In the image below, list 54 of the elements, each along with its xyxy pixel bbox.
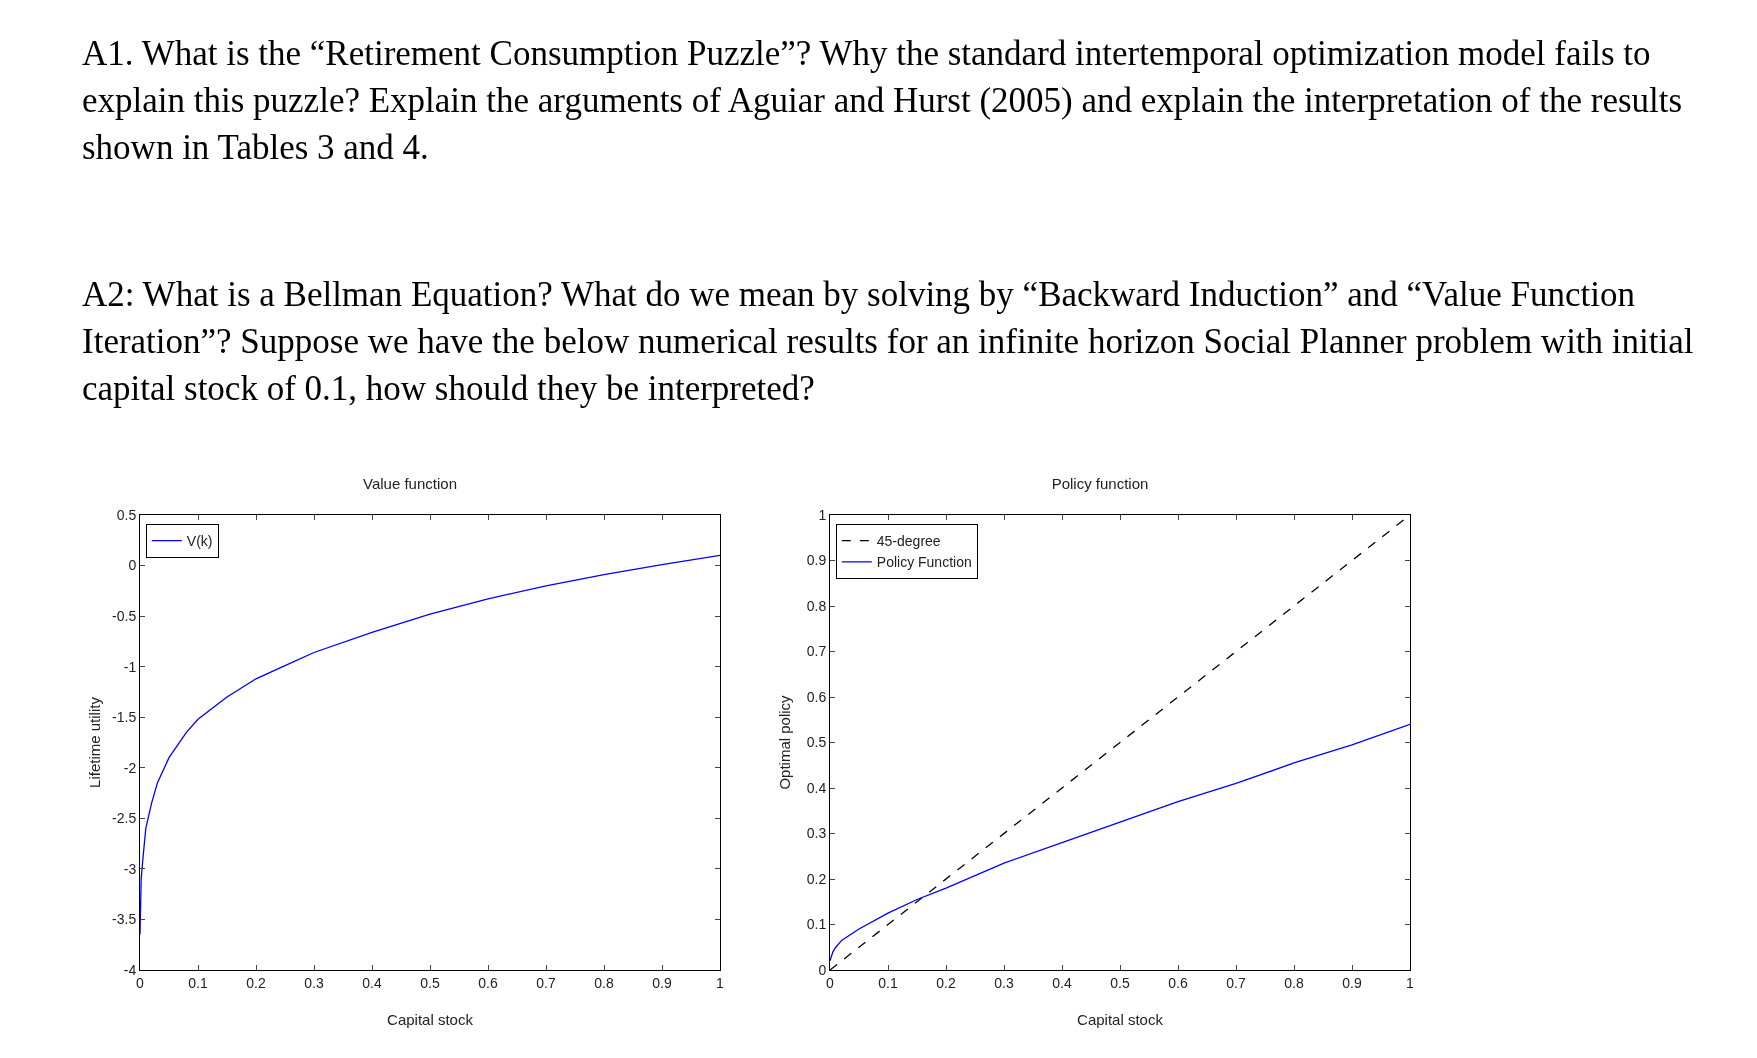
x-tick-label: 0.5 <box>420 974 440 991</box>
text: A2: What is a Bellman Equation? What do we mean by solving by “Backward Induction” and “Value Function Iteration”? Suppose we have the below numerical results for an infinite horizon Social Planner problem with initial capital stock of 0.1, how should they be interpreted? <box>82 274 1695 410</box>
y-tick-label: 0.5 <box>806 734 827 751</box>
x-tick-label: 0.6 <box>1168 974 1188 991</box>
x-axis-title: Capital stock <box>387 1011 474 1028</box>
y-axis-title: Lifetime utility <box>86 696 103 788</box>
x-tick-label: 0.7 <box>536 974 556 991</box>
y-tick-label: -2 <box>123 759 137 776</box>
line-series <box>140 554 720 936</box>
y-tick-label: 0.8 <box>806 597 827 614</box>
y-tick-label: 0.4 <box>806 779 827 796</box>
y-tick-label: -1.5 <box>112 709 137 726</box>
y-tick-label: 0.1 <box>806 916 827 933</box>
x-tick-label: 1 <box>1406 974 1415 991</box>
y-tick-label: 0 <box>128 557 137 574</box>
x-tick-label: 0.9 <box>652 974 672 991</box>
y-tick-label: -3 <box>123 860 137 877</box>
y-tick-label: 0.3 <box>806 825 827 842</box>
y-tick-label: 1 <box>818 506 827 523</box>
chart-title: Value function <box>363 474 457 492</box>
x-tick-label: 0.5 <box>1110 974 1130 991</box>
x-tick-label: 0.4 <box>1052 974 1072 991</box>
x-tick-label: 0.4 <box>362 974 382 991</box>
legend-label: Policy Function <box>876 554 972 571</box>
x-tick-label: 0.2 <box>936 974 956 991</box>
x-tick-label: 0.8 <box>594 974 614 991</box>
line-series <box>830 723 1410 962</box>
x-axis-title: Capital stock <box>1077 1011 1164 1028</box>
y-tick-label: -3.5 <box>112 911 137 928</box>
y-tick-label: -2.5 <box>112 810 137 827</box>
legend-label: 45-degree <box>876 533 941 550</box>
y-tick-label: 0.9 <box>806 552 827 569</box>
x-tick-label: 0.9 <box>1342 974 1362 991</box>
x-tick-label: 0.6 <box>478 974 498 991</box>
legend-label: V(k) <box>186 533 213 550</box>
x-tick-label: 0.1 <box>878 974 898 991</box>
y-tick-label: -4 <box>123 961 137 978</box>
x-tick-label: 1 <box>716 974 725 991</box>
y-tick-label: 0.7 <box>806 643 827 660</box>
text: A1. What is the “Retirement Consumption Puzzle”? Why the standard intertemporal optimization model fails to explain this puzzle? Explain the arguments of Aguiar and Hurst (2005) and explain the interpretation of the results shown in Tables 3 and 4. <box>82 33 1684 169</box>
x-tick-label: 0.1 <box>188 974 208 991</box>
x-tick-label: 0.8 <box>1284 974 1304 991</box>
y-tick-label: -1 <box>123 658 137 675</box>
x-tick-label: 0.3 <box>304 974 324 991</box>
y-tick-label: 0.5 <box>116 506 137 523</box>
y-tick-label: 0.2 <box>806 870 827 887</box>
y-tick-label: -0.5 <box>112 608 137 625</box>
y-axis-title: Optimal policy <box>776 694 793 790</box>
y-tick-label: 0 <box>818 961 827 978</box>
x-tick-label: 0.3 <box>994 974 1014 991</box>
y-tick-label: 0.6 <box>806 688 827 705</box>
x-tick-label: 0.7 <box>1226 974 1246 991</box>
x-tick-label: 0.2 <box>246 974 266 991</box>
chart-title: Policy function <box>1051 474 1149 492</box>
